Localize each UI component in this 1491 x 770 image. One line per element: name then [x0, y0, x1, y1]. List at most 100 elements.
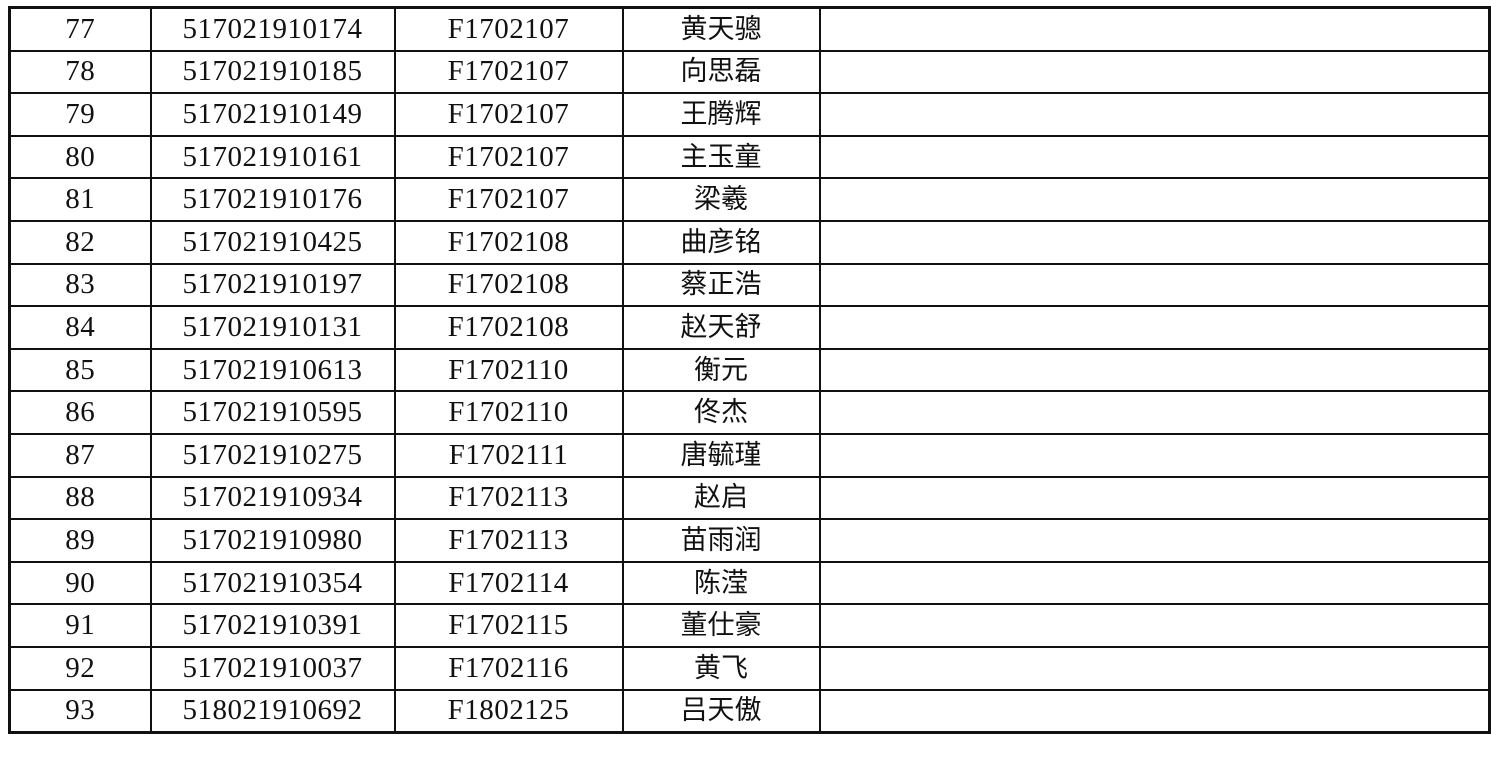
row-number-cell: 83 — [8, 262, 152, 308]
row-number-cell: 84 — [8, 305, 152, 350]
remark-cell — [818, 688, 1491, 734]
remark-cell — [818, 390, 1491, 435]
table-row: 84 517021910131 F1702108 赵天舒 — [8, 305, 1491, 350]
student-name-cell: 董仕豪 — [621, 603, 821, 648]
class-code-cell: F1702108 — [393, 305, 624, 350]
student-id-cell: 517021910149 — [149, 92, 396, 137]
remark-cell — [818, 347, 1491, 393]
student-name-cell: 唐毓瑾 — [621, 432, 821, 478]
table-row: 80 517021910161 F1702107 主玉童 — [8, 134, 1491, 180]
student-id-cell: 517021910185 — [149, 49, 396, 95]
table-row: 79 517021910149 F1702107 王腾辉 — [8, 92, 1491, 137]
table-row: 78 517021910185 F1702107 向思磊 — [8, 49, 1491, 95]
row-number-cell: 80 — [8, 134, 152, 180]
remark-cell — [818, 49, 1491, 95]
remark-cell — [818, 177, 1491, 222]
remark-cell — [818, 432, 1491, 478]
student-id-cell: 517021910391 — [149, 603, 396, 648]
table-row: 82 517021910425 F1702108 曲彦铭 — [8, 219, 1491, 265]
row-number-cell: 81 — [8, 177, 152, 222]
class-code-cell: F1702115 — [393, 603, 624, 648]
class-code-cell: F1702111 — [393, 432, 624, 478]
row-number-cell: 79 — [8, 92, 152, 137]
student-id-cell: 517021910275 — [149, 432, 396, 478]
table-row: 89 517021910980 F1702113 苗雨润 — [8, 518, 1491, 563]
row-number-cell: 89 — [8, 518, 152, 563]
student-name-cell: 主玉童 — [621, 134, 821, 180]
student-id-cell: 517021910037 — [149, 645, 396, 691]
student-name-cell: 向思磊 — [621, 49, 821, 95]
student-id-cell: 517021910934 — [149, 475, 396, 521]
row-number-cell: 78 — [8, 49, 152, 95]
remark-cell — [818, 6, 1491, 52]
remark-cell — [818, 518, 1491, 563]
class-code-cell: F1702114 — [393, 560, 624, 606]
table-row: 86 517021910595 F1702110 佟杰 — [8, 390, 1491, 435]
student-name-cell: 黄飞 — [621, 645, 821, 691]
row-number-cell: 92 — [8, 645, 152, 691]
student-name-cell: 梁羲 — [621, 177, 821, 222]
student-name-cell: 赵启 — [621, 475, 821, 521]
row-number-cell: 77 — [8, 6, 152, 52]
student-table: 77 517021910174 F1702107 黄天骢 78 517021910185 F… — [8, 6, 1491, 735]
student-id-cell: 517021910197 — [149, 262, 396, 308]
table-row: 87 517021910275 F1702111 唐毓瑾 — [8, 432, 1491, 478]
student-name-cell: 衡元 — [621, 347, 821, 393]
row-number-cell: 86 — [8, 390, 152, 435]
student-name-cell: 陈滢 — [621, 560, 821, 606]
student-id-cell: 517021910613 — [149, 347, 396, 393]
table-body: 77 517021910174 F1702107 黄天骢 78 517021910185 F… — [8, 6, 1491, 734]
class-code-cell: F1702108 — [393, 262, 624, 308]
student-name-cell: 赵天舒 — [621, 305, 821, 350]
remark-cell — [818, 92, 1491, 137]
class-code-cell: F1702108 — [393, 219, 624, 265]
student-id-cell: 517021910595 — [149, 390, 396, 435]
table-row: 92 517021910037 F1702116 黄飞 — [8, 645, 1491, 691]
student-name-cell: 佟杰 — [621, 390, 821, 435]
student-name-cell: 吕天傲 — [621, 688, 821, 734]
class-code-cell: F1702107 — [393, 49, 624, 95]
remark-cell — [818, 219, 1491, 265]
table-row: 85 517021910613 F1702110 衡元 — [8, 347, 1491, 393]
class-code-cell: F1702110 — [393, 347, 624, 393]
class-code-cell: F1702107 — [393, 177, 624, 222]
remark-cell — [818, 134, 1491, 180]
class-code-cell: F1702107 — [393, 6, 624, 52]
row-number-cell: 88 — [8, 475, 152, 521]
table-row: 77 517021910174 F1702107 黄天骢 — [8, 6, 1491, 52]
remark-cell — [818, 262, 1491, 308]
remark-cell — [818, 475, 1491, 521]
table-row: 91 517021910391 F1702115 董仕豪 — [8, 603, 1491, 648]
row-number-cell: 90 — [8, 560, 152, 606]
table-row: 90 517021910354 F1702114 陈滢 — [8, 560, 1491, 606]
remark-cell — [818, 645, 1491, 691]
class-code-cell: F1702107 — [393, 134, 624, 180]
student-name-cell: 蔡正浩 — [621, 262, 821, 308]
row-number-cell: 85 — [8, 347, 152, 393]
class-code-cell: F1702113 — [393, 518, 624, 563]
remark-cell — [818, 305, 1491, 350]
student-id-cell: 518021910692 — [149, 688, 396, 734]
table-row: 81 517021910176 F1702107 梁羲 — [8, 177, 1491, 222]
row-number-cell: 93 — [8, 688, 152, 734]
student-id-cell: 517021910980 — [149, 518, 396, 563]
student-name-cell: 曲彦铭 — [621, 219, 821, 265]
row-number-cell: 87 — [8, 432, 152, 478]
row-number-cell: 82 — [8, 219, 152, 265]
class-code-cell: F1702116 — [393, 645, 624, 691]
student-name-cell: 黄天骢 — [621, 6, 821, 52]
student-id-cell: 517021910176 — [149, 177, 396, 222]
student-id-cell: 517021910425 — [149, 219, 396, 265]
student-id-cell: 517021910131 — [149, 305, 396, 350]
class-code-cell: F1802125 — [393, 688, 624, 734]
student-id-cell: 517021910161 — [149, 134, 396, 180]
class-code-cell: F1702107 — [393, 92, 624, 137]
remark-cell — [818, 560, 1491, 606]
student-id-cell: 517021910174 — [149, 6, 396, 52]
student-name-cell: 王腾辉 — [621, 92, 821, 137]
remark-cell — [818, 603, 1491, 648]
table-row: 83 517021910197 F1702108 蔡正浩 — [8, 262, 1491, 308]
student-id-cell: 517021910354 — [149, 560, 396, 606]
table-row: 88 517021910934 F1702113 赵启 — [8, 475, 1491, 521]
table-row: 93 518021910692 F1802125 吕天傲 — [8, 688, 1491, 734]
